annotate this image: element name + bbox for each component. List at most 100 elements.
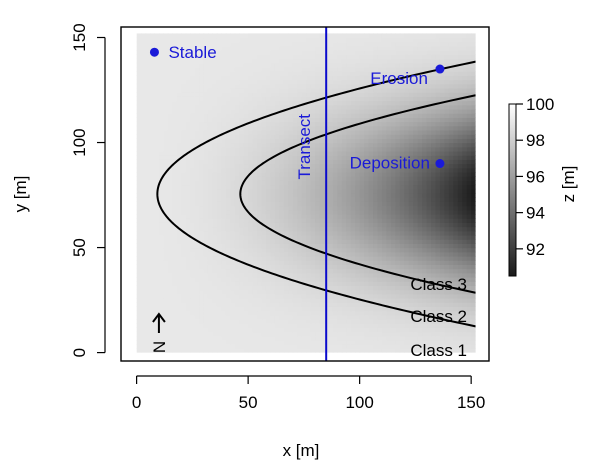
heatmap-cell bbox=[426, 121, 432, 127]
heatmap-cell bbox=[444, 310, 450, 316]
heatmap-cell bbox=[466, 251, 472, 257]
heatmap-cell bbox=[194, 339, 200, 345]
heatmap-cell bbox=[163, 268, 169, 274]
heatmap-cell bbox=[426, 138, 432, 144]
heatmap-cell bbox=[301, 197, 307, 202]
heatmap-cell bbox=[377, 213, 383, 219]
heatmap-cell bbox=[399, 335, 405, 341]
heatmap-cell bbox=[172, 125, 178, 131]
heatmap-cell bbox=[399, 268, 405, 274]
heatmap-cell bbox=[239, 218, 245, 223]
heatmap-cell bbox=[462, 146, 468, 152]
heatmap-cell bbox=[337, 150, 343, 156]
heatmap-cell bbox=[439, 104, 445, 110]
heatmap-cell bbox=[359, 222, 365, 228]
heatmap-cell bbox=[301, 222, 307, 228]
heatmap-cell bbox=[332, 268, 338, 274]
heatmap-cell bbox=[359, 331, 365, 337]
heatmap-cell bbox=[163, 163, 169, 169]
heatmap-cell bbox=[261, 167, 267, 173]
heatmap-cell bbox=[216, 335, 222, 341]
heatmap-cell bbox=[172, 129, 178, 135]
heatmap-cell bbox=[243, 251, 249, 257]
heatmap-cell bbox=[399, 331, 405, 337]
heatmap-cell bbox=[386, 117, 392, 123]
heatmap-cell bbox=[422, 92, 428, 97]
heatmap-cell bbox=[453, 264, 459, 270]
heatmap-cell bbox=[181, 176, 187, 181]
heatmap-cell bbox=[212, 92, 218, 97]
heatmap-cell bbox=[417, 201, 423, 207]
heatmap-cell bbox=[176, 222, 182, 228]
heatmap-cell bbox=[439, 234, 445, 240]
heatmap-cell bbox=[355, 92, 361, 97]
heatmap-cell bbox=[439, 272, 445, 278]
heatmap-cell bbox=[181, 79, 187, 85]
heatmap-cell bbox=[422, 134, 428, 139]
heatmap-cell bbox=[203, 155, 209, 160]
heatmap-cell bbox=[288, 247, 294, 253]
heatmap-cell bbox=[261, 113, 267, 118]
heatmap-cell bbox=[422, 188, 428, 194]
heatmap-cell bbox=[413, 155, 419, 160]
heatmap-cell bbox=[265, 239, 272, 244]
heatmap-cell bbox=[181, 192, 187, 198]
heatmap-cell bbox=[462, 344, 468, 349]
heatmap-cell bbox=[283, 209, 289, 215]
heatmap-cell bbox=[413, 113, 419, 118]
heatmap-cell bbox=[239, 327, 245, 333]
heatmap-cell bbox=[332, 192, 338, 198]
heatmap-cell bbox=[243, 314, 249, 320]
heatmap-cell bbox=[154, 146, 160, 152]
heatmap-cell bbox=[413, 251, 419, 257]
heatmap-cell bbox=[417, 155, 423, 160]
heatmap-cell bbox=[471, 180, 476, 186]
heatmap-cell bbox=[181, 243, 187, 249]
heatmap-cell bbox=[364, 121, 370, 127]
heatmap-cell bbox=[136, 251, 142, 257]
heatmap-cell bbox=[444, 134, 450, 139]
heatmap-cell bbox=[328, 171, 334, 177]
heatmap-cell bbox=[145, 314, 151, 320]
heatmap-cell bbox=[167, 272, 173, 278]
heatmap-cell bbox=[203, 201, 209, 207]
heatmap-cell bbox=[199, 285, 205, 291]
heatmap-cell bbox=[216, 75, 222, 81]
heatmap-cell bbox=[279, 188, 285, 194]
heatmap-cell bbox=[435, 167, 441, 173]
heatmap-cell bbox=[199, 108, 205, 114]
heatmap-cell bbox=[261, 146, 267, 152]
heatmap-cell bbox=[453, 218, 459, 223]
heatmap-cell bbox=[141, 108, 147, 114]
heatmap-cell bbox=[190, 289, 196, 295]
heatmap-cell bbox=[431, 142, 437, 148]
heatmap-cell bbox=[230, 239, 236, 244]
heatmap-cell bbox=[444, 226, 450, 232]
heatmap-cell bbox=[373, 125, 379, 131]
heatmap-cell bbox=[448, 79, 454, 85]
heatmap-cell bbox=[462, 247, 468, 253]
heatmap-cell bbox=[230, 155, 236, 160]
heatmap-cell bbox=[225, 331, 231, 337]
heatmap-cell bbox=[408, 335, 414, 341]
heatmap-cell bbox=[141, 314, 147, 320]
heatmap-cell bbox=[422, 339, 428, 345]
heatmap-cell bbox=[145, 134, 151, 139]
heatmap-cell bbox=[154, 121, 160, 127]
heatmap-cell bbox=[279, 117, 285, 123]
heatmap-cell bbox=[239, 289, 245, 295]
heatmap-cell bbox=[158, 331, 164, 337]
heatmap-cell bbox=[404, 281, 410, 286]
heatmap-cell bbox=[239, 163, 245, 169]
heatmap-cell bbox=[181, 226, 187, 232]
heatmap-cell bbox=[234, 138, 240, 144]
heatmap-cell bbox=[190, 331, 196, 337]
heatmap-cell bbox=[176, 306, 182, 312]
heatmap-cell bbox=[373, 348, 379, 353]
heatmap-cell bbox=[439, 205, 445, 211]
heatmap-cell bbox=[328, 331, 334, 337]
heatmap-cell bbox=[190, 293, 196, 299]
heatmap-cell bbox=[190, 176, 196, 181]
heatmap-cell bbox=[332, 146, 338, 152]
heatmap-cell bbox=[386, 302, 392, 307]
